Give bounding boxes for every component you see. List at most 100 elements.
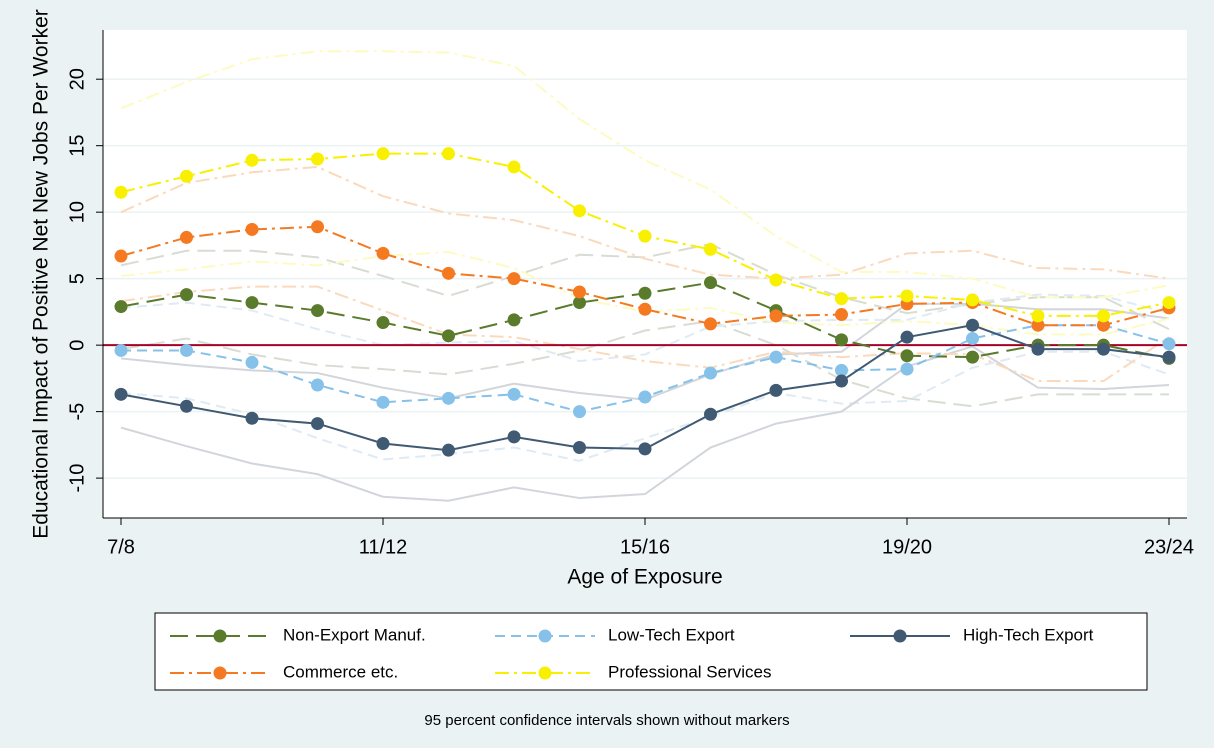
marker: [704, 407, 717, 421]
legend-marker: [538, 629, 552, 643]
x-tick-label: 11/12: [359, 536, 408, 558]
marker: [1031, 318, 1045, 332]
marker: [376, 437, 390, 451]
marker: [835, 374, 848, 388]
marker: [769, 309, 783, 323]
y-axis-title: Educational Impact of Positive Net New J…: [30, 9, 53, 539]
legend-marker: [538, 666, 552, 680]
marker: [507, 272, 521, 286]
marker: [769, 383, 783, 397]
marker: [376, 147, 390, 161]
marker: [769, 273, 783, 287]
marker: [114, 249, 128, 263]
y-tick-label: 10: [66, 201, 88, 223]
y-tick-label: 0: [66, 340, 88, 351]
ci-line: [120, 293, 1170, 363]
marker: [114, 343, 128, 357]
x-axis-title: Age of Exposure: [567, 566, 722, 589]
marker: [507, 160, 521, 174]
marker: [573, 296, 586, 310]
legend-marker: [213, 666, 227, 680]
marker: [442, 391, 455, 405]
y-tick-label: 20: [66, 68, 88, 90]
marker: [376, 246, 390, 260]
marker: [900, 362, 914, 376]
marker: [376, 395, 390, 409]
marker: [835, 308, 848, 322]
marker: [245, 153, 259, 167]
marker: [704, 317, 717, 331]
ci-line: [120, 320, 1169, 408]
marker: [704, 276, 717, 290]
ci-line: [120, 345, 1170, 502]
legend-label: Professional Services: [608, 662, 771, 681]
marker: [1162, 350, 1176, 364]
ci-line: [120, 243, 1170, 331]
marker: [180, 399, 193, 413]
plot-area: [103, 30, 1187, 518]
y-tick-label: 5: [66, 273, 88, 284]
ci-line: [120, 251, 1170, 336]
x-tick-label: 19/20: [882, 536, 932, 558]
marker: [900, 289, 914, 303]
marker: [311, 378, 324, 392]
marker: [966, 350, 979, 364]
marker: [1031, 342, 1045, 356]
marker: [1031, 309, 1045, 323]
marker: [573, 441, 586, 455]
marker: [442, 147, 455, 161]
x-tick-label: 23/24: [1144, 536, 1194, 558]
marker: [966, 293, 979, 307]
marker: [507, 313, 521, 327]
marker: [507, 430, 521, 444]
marker: [311, 220, 324, 234]
legend-box: [154, 612, 1148, 691]
marker: [442, 329, 455, 343]
series-line: [120, 225, 1170, 327]
marker: [900, 330, 914, 344]
x-tick-label: 15/16: [620, 536, 670, 558]
legend-label: Non-Export Manuf.: [283, 625, 426, 644]
ci-line: [120, 350, 1170, 462]
marker: [245, 355, 259, 369]
marker: [180, 343, 193, 357]
note: 95 percent confidence intervals shown wi…: [424, 712, 789, 729]
marker: [704, 366, 717, 380]
marker: [638, 302, 652, 316]
marker: [507, 387, 521, 401]
marker: [114, 300, 128, 314]
marker: [704, 242, 717, 256]
marker: [1097, 342, 1110, 356]
marker: [900, 349, 914, 363]
marker: [1097, 318, 1110, 332]
marker: [638, 229, 652, 243]
legend-label: Low-Tech Export: [608, 625, 735, 644]
marker: [1097, 309, 1110, 323]
marker: [835, 333, 848, 347]
ci-line: [120, 50, 1170, 299]
marker: [638, 390, 652, 404]
marker: [180, 169, 193, 183]
marker: [638, 442, 652, 456]
marker: [573, 204, 586, 218]
ci-line: [120, 285, 1170, 383]
marker: [966, 331, 979, 345]
marker: [114, 387, 128, 401]
marker: [573, 285, 586, 299]
marker: [573, 405, 586, 419]
x-tick-label: 7/8: [107, 536, 135, 558]
marker: [180, 230, 193, 244]
marker: [245, 296, 259, 310]
marker: [114, 185, 128, 199]
legend-label: Commerce etc.: [283, 662, 398, 681]
marker: [1162, 296, 1176, 310]
legend-label: High-Tech Export: [963, 625, 1094, 644]
marker: [835, 363, 848, 377]
marker: [311, 152, 324, 166]
marker: [638, 286, 652, 300]
marker: [966, 318, 979, 332]
y-tick-label: 15: [66, 135, 88, 157]
marker: [442, 266, 455, 280]
y-tick-label: -5: [66, 403, 88, 421]
marker: [835, 292, 848, 306]
